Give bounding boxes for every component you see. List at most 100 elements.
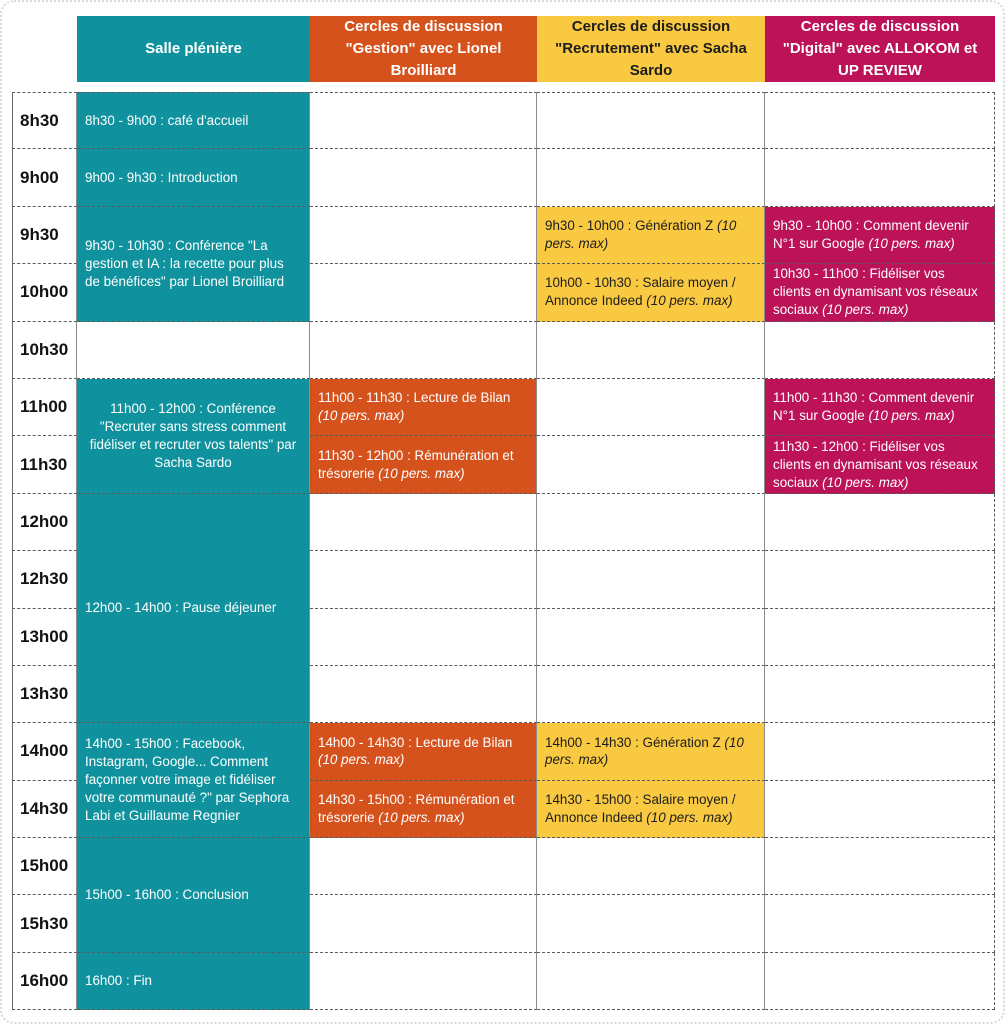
empty-cell (310, 264, 537, 322)
event-capacity-note: (10 pers. max) (868, 408, 955, 424)
event-text: 9h00 - 9h30 : Introduction (85, 169, 238, 185)
event-text: 9h30 - 10h30 : Conférence "La gestion et… (85, 237, 285, 289)
column-header-recrutement: Cercles de discussion "Recrutement" avec… (537, 16, 765, 82)
time-label-15h30: 15h30 (12, 895, 77, 953)
event-text: 14h00 - 14h30 : Lecture de Bilan (318, 734, 513, 750)
event-digital-11h30: 11h30 - 12h00 : Fidéliser vos clients en… (765, 436, 995, 494)
time-label-9h30: 9h30 (12, 206, 77, 265)
event-salle-pleniere-9h00: 9h00 - 9h30 : Introduction (77, 149, 310, 207)
time-label-13h30: 13h30 (12, 665, 77, 724)
time-label-10h00: 10h00 (12, 264, 77, 322)
time-label-15h00: 15h00 (12, 838, 77, 896)
empty-cell (310, 838, 537, 896)
empty-cell (765, 321, 995, 379)
event-recrutement-14h30: 14h30 - 15h00 : Salaire moyen / Annonce … (537, 780, 765, 839)
empty-cell (310, 608, 537, 666)
time-label-11h30: 11h30 (12, 436, 77, 494)
event-text: 12h00 - 14h00 : Pause déjeuner (85, 600, 277, 616)
event-gestion-14h30: 14h30 - 15h00 : Rémunération et trésorer… (310, 780, 537, 839)
event-text: 9h30 - 10h00 : Génération Z (545, 218, 714, 234)
time-label-9h00: 9h00 (12, 149, 77, 207)
empty-cell (537, 149, 765, 207)
empty-cell (765, 92, 995, 150)
time-label-8h30: 8h30 (12, 92, 77, 150)
event-text: 11h30 - 12h00 : Rémunération et trésorer… (318, 447, 514, 481)
time-label-10h30: 10h30 (12, 321, 77, 379)
empty-cell (537, 92, 765, 150)
event-capacity-note: (10 pers. max) (646, 293, 733, 309)
event-text: 14h00 - 14h30 : Génération Z (545, 734, 721, 750)
empty-cell (537, 321, 765, 379)
empty-cell (765, 780, 995, 839)
event-capacity-note: (10 pers. max) (545, 218, 737, 251)
event-recrutement-10h00: 10h00 - 10h30 : Salaire moyen / Annonce … (537, 264, 765, 322)
column-header-gestion: Cercles de discussion "Gestion" avec Lio… (310, 16, 537, 82)
event-gestion-14h00: 14h00 - 14h30 : Lecture de Bilan (10 per… (310, 723, 537, 781)
event-text: 11h00 - 11h30 : Lecture de Bilan (318, 390, 511, 406)
empty-cell (310, 92, 537, 150)
event-salle-pleniere-9h30: 9h30 - 10h30 : Conférence "La gestion et… (77, 206, 310, 322)
event-digital-11h00: 11h00 - 11h30 : Comment devenir N°1 sur … (765, 378, 995, 437)
time-label-16h00: 16h00 (12, 952, 77, 1011)
event-text: 11h30 - 12h00 : Fidéliser vos clients en… (773, 438, 978, 490)
event-capacity-note: (10 pers. max) (822, 302, 909, 318)
empty-cell (77, 321, 310, 379)
empty-cell (537, 952, 765, 1011)
empty-cell (310, 206, 537, 265)
event-text: 10h30 - 11h00 : Fidéliser vos clients en… (773, 266, 978, 318)
event-text: 10h00 - 10h30 : Salaire moyen / Annonce … (545, 275, 736, 309)
time-label-14h30: 14h30 (12, 780, 77, 839)
event-text: 16h00 : Fin (85, 973, 152, 989)
time-label-13h00: 13h00 (12, 608, 77, 666)
empty-cell (537, 665, 765, 724)
event-salle-pleniere-14h00: 14h00 - 15h00 : Facebook, Instagram, Goo… (77, 723, 310, 839)
empty-cell (765, 895, 995, 953)
event-capacity-note: (10 pers. max) (378, 809, 465, 825)
column-header-salle-pleniere: Salle plénière (77, 16, 310, 82)
event-text: 11h00 - 12h00 : Conférence "Recruter san… (89, 400, 297, 470)
empty-cell (537, 895, 765, 953)
event-recrutement-9h30: 9h30 - 10h00 : Génération Z (10 pers. ma… (537, 206, 765, 265)
event-capacity-note: (10 pers. max) (868, 235, 955, 251)
event-text: 14h30 - 15h00 : Rémunération et trésorer… (318, 791, 515, 825)
event-text: 11h00 - 11h30 : Comment devenir N°1 sur … (773, 390, 975, 424)
empty-cell (310, 952, 537, 1011)
event-gestion-11h30: 11h30 - 12h00 : Rémunération et trésorer… (310, 436, 537, 494)
event-capacity-note: (10 pers. max) (822, 474, 909, 490)
event-digital-10h00: 10h30 - 11h00 : Fidéliser vos clients en… (765, 264, 995, 322)
empty-cell (765, 952, 995, 1011)
event-text: 8h30 - 9h00 : café d'accueil (85, 112, 249, 128)
empty-cell (537, 378, 765, 437)
event-capacity-note: (10 pers. max) (545, 734, 744, 768)
empty-cell (310, 493, 537, 552)
empty-cell (310, 551, 537, 609)
empty-cell (765, 838, 995, 896)
event-text: 9h30 - 10h00 : Comment devenir N°1 sur G… (773, 218, 969, 251)
time-label-12h00: 12h00 (12, 493, 77, 552)
event-salle-pleniere-16h00: 16h00 : Fin (77, 952, 310, 1011)
event-capacity-note: (10 pers. max) (646, 809, 733, 825)
empty-cell (310, 665, 537, 724)
event-recrutement-14h00: 14h00 - 14h30 : Génération Z (10 pers. m… (537, 723, 765, 781)
event-text: 15h00 - 16h00 : Conclusion (85, 886, 249, 902)
empty-cell (537, 493, 765, 552)
time-label-11h00: 11h00 (12, 378, 77, 437)
event-text: 14h30 - 15h00 : Salaire moyen / Annonce … (545, 791, 736, 825)
event-salle-pleniere-15h00: 15h00 - 16h00 : Conclusion (77, 838, 310, 953)
empty-cell (537, 551, 765, 609)
empty-cell (765, 665, 995, 724)
empty-cell (765, 723, 995, 781)
empty-cell (310, 149, 537, 207)
empty-cell (765, 551, 995, 609)
schedule-table: Salle plénière Cercles de discussion "Ge… (12, 16, 995, 1011)
column-header-digital: Cercles de discussion "Digital" avec ALL… (765, 16, 995, 82)
empty-cell (765, 149, 995, 207)
event-salle-pleniere-8h30: 8h30 - 9h00 : café d'accueil (77, 92, 310, 150)
event-gestion-11h00: 11h00 - 11h30 : Lecture de Bilan (10 per… (310, 378, 537, 437)
empty-cell (537, 838, 765, 896)
empty-cell (765, 493, 995, 552)
event-salle-pleniere-12h00: 12h00 - 14h00 : Pause déjeuner (77, 493, 310, 724)
empty-cell (765, 608, 995, 666)
event-capacity-note: (10 pers. max) (318, 752, 405, 768)
